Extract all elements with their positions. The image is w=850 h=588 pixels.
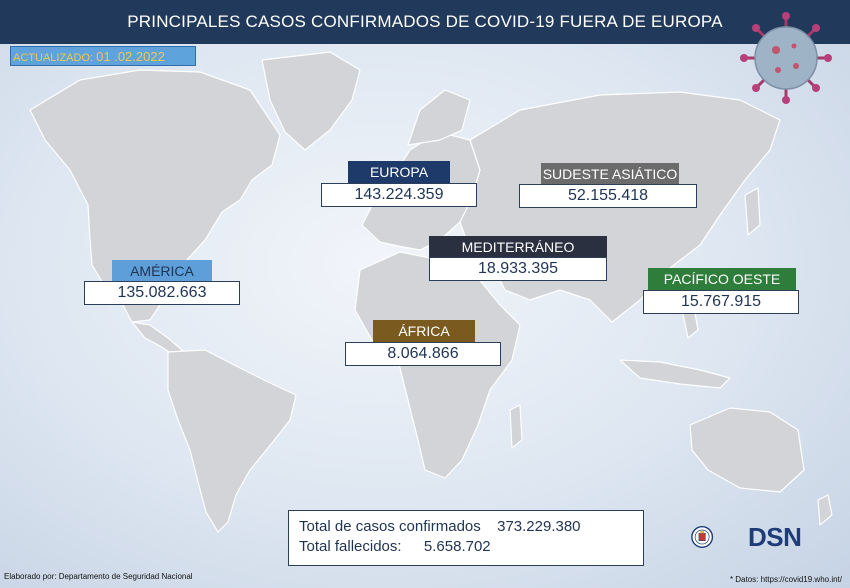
dsn-seal-icon — [691, 526, 714, 548]
page-title: PRINCIPALES CASOS CONFIRMADOS DE COVID-1… — [0, 0, 850, 44]
japan-shape — [744, 187, 761, 236]
region-cases-sudeste-asiatico: 52.155.418 — [519, 184, 697, 208]
south-america-shape — [167, 349, 297, 533]
region-tag-europa: EUROPA — [348, 161, 450, 183]
region-tag-africa: ÁFRICA — [373, 320, 475, 342]
central-america-shape — [131, 321, 183, 357]
australia-shape — [689, 407, 805, 493]
region-cases-pacifico-oeste: 15.767.915 — [643, 290, 799, 314]
source-text: * Datos: https://covid19.who.int/ — [729, 575, 842, 584]
dsn-logo-text: DSN — [748, 522, 802, 552]
region-tag-sudeste-asiatico: SUDESTE ASIÁTICO — [541, 163, 679, 185]
region-cases-america: 135.082.663 — [84, 281, 240, 305]
total-deaths-value: 5.658.702 — [423, 538, 491, 555]
region-tag-america: AMÉRICA — [112, 260, 212, 282]
total-deaths-row: Total fallecidos: 5.658.702 — [299, 537, 633, 557]
scandinavia-shape — [407, 89, 471, 146]
madagascar-shape — [509, 404, 523, 449]
total-deaths-label: Total fallecidos: — [299, 538, 402, 555]
total-cases-row: Total de casos confirmados 373.229.380 — [299, 517, 633, 537]
region-cases-africa: 8.064.866 — [345, 342, 501, 366]
region-tag-pacifico-oeste: PACÍFICO OESTE — [648, 268, 796, 290]
coronavirus-icon — [740, 12, 832, 104]
updated-date: 01 .02.2022 — [96, 49, 165, 64]
region-cases-europa: 143.224.359 — [321, 183, 477, 207]
greenland-shape — [261, 51, 361, 151]
total-cases-label: Total de casos confirmados — [299, 518, 481, 535]
totals-box: Total de casos confirmados 373.229.380 T… — [288, 510, 644, 566]
indonesia-shape — [619, 359, 731, 389]
updated-label: ACTUALIZADO: — [13, 52, 94, 64]
updated-badge: ACTUALIZADO: 01 .02.2022 — [10, 46, 196, 66]
region-cases-mediterraneo-oriental: 18.933.395 — [429, 257, 607, 281]
region-tag-mediterraneo-oriental: MEDITERRÁNEO ORIENTAL — [429, 236, 607, 277]
credit-text: Elaborado por: Departamento de Seguridad… — [4, 572, 193, 581]
new-zealand-shape — [817, 494, 833, 526]
total-cases-value: 373.229.380 — [497, 518, 581, 535]
